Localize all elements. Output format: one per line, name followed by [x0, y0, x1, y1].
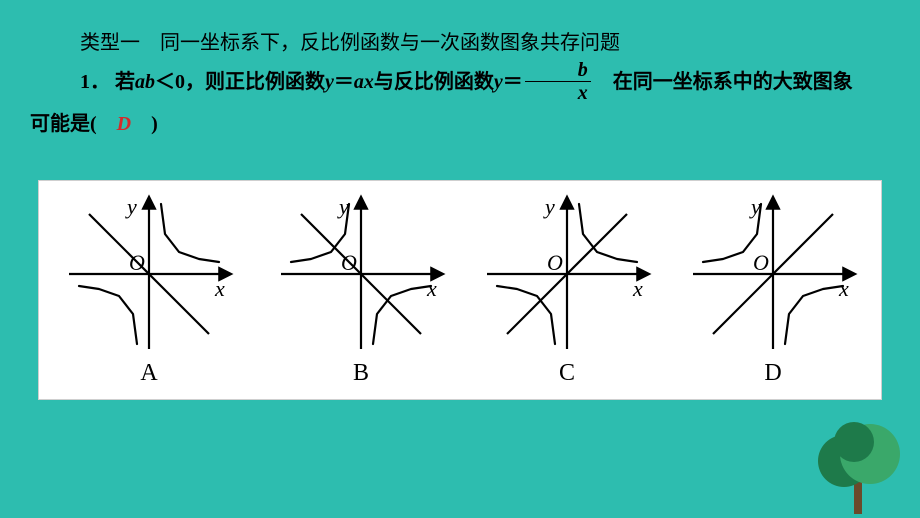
eq-sign: ＝	[334, 71, 354, 93]
lt-zero: ＜0，	[155, 71, 205, 93]
tree-decoration-icon	[804, 406, 914, 516]
category-heading: 类型一 同一坐标系下，反比例函数与一次函数图象共存问题	[30, 24, 890, 62]
eq2-lhs: y	[494, 71, 503, 93]
chart-svg-D: yxO	[673, 189, 873, 359]
svg-text:x: x	[426, 276, 437, 301]
question-stem-line-1: 1． 若ab＜0，则正比例函数y＝ax与反比例函数y＝bx 在同一坐标系中的大致…	[30, 62, 890, 105]
stem-text: 与反比例函数	[374, 71, 494, 93]
question-number: 1．	[80, 71, 110, 93]
option-panel-C: y x O C	[467, 189, 667, 389]
option-label-D: D	[673, 360, 873, 387]
var-ab: ab	[135, 71, 155, 93]
svg-text:y: y	[543, 194, 555, 219]
eq1-rhs: ax	[354, 71, 374, 93]
eq-sign: ＝	[503, 71, 523, 93]
option-panel-B: yxO B	[261, 189, 461, 389]
svg-text:O: O	[753, 250, 769, 275]
answer-letter: D	[117, 113, 131, 135]
option-panel-D: yxO D	[673, 189, 873, 389]
svg-text:y: y	[125, 194, 137, 219]
stem-text: 在同一坐标系中的大致图象	[593, 71, 853, 93]
chart-svg-B: yxO	[261, 189, 461, 359]
paren-close: )	[131, 113, 158, 135]
option-label-B: B	[261, 360, 461, 387]
fraction-b-over-x: bx	[525, 60, 591, 103]
chart-svg-A: yxO	[49, 189, 249, 359]
chart-svg-C: y x O	[467, 189, 667, 359]
svg-text:x: x	[838, 276, 849, 301]
svg-text:O: O	[547, 250, 563, 275]
svg-text:x: x	[214, 276, 225, 301]
stem-text: 则正比例函数	[205, 71, 325, 93]
fraction-numerator: b	[525, 60, 591, 81]
fraction-denominator: x	[525, 81, 591, 103]
stem-text: 若	[115, 71, 135, 93]
paren-open: (	[90, 113, 117, 135]
question-text-block: 类型一 同一坐标系下，反比例函数与一次函数图象共存问题 1． 若ab＜0，则正比…	[30, 24, 890, 143]
option-label-A: A	[49, 360, 249, 387]
tree-leaf-dark-top	[834, 422, 874, 462]
svg-text:x: x	[632, 276, 643, 301]
question-stem-line-2: 可能是( D )	[30, 105, 890, 143]
options-figure-box: y x O A yxO B y x O C y x O D	[38, 180, 882, 400]
stem-tail: 可能是	[30, 113, 90, 135]
option-panel-A: yxO A	[49, 189, 249, 389]
eq1-lhs: y	[325, 71, 334, 93]
option-label-C: C	[467, 360, 667, 387]
